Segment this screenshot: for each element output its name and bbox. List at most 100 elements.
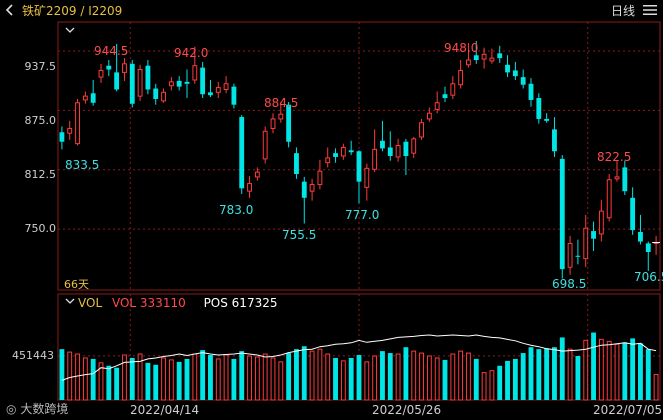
volume-bar <box>598 338 604 401</box>
price-tick-1: 937.5 <box>24 60 57 73</box>
candle-body <box>153 88 159 99</box>
period-selector[interactable]: 日线 <box>610 4 635 18</box>
candle-body <box>247 183 252 192</box>
candle-body <box>348 150 354 153</box>
candle-body <box>630 197 636 231</box>
volume-bar <box>411 350 417 401</box>
candle-body <box>528 83 534 100</box>
candle-body <box>645 243 651 252</box>
candle-body <box>598 210 604 235</box>
contract-title: 铁矿2209 / I2209 <box>22 4 123 18</box>
candle-body <box>583 227 589 260</box>
watermark: ◎ 大数跨境 <box>6 400 68 417</box>
volume-bar <box>567 348 573 401</box>
volume-bar <box>497 365 503 400</box>
candle-body <box>184 81 190 84</box>
volume-bar <box>262 353 268 401</box>
hamburger-menu-icon[interactable] <box>643 4 657 16</box>
candle-body <box>145 65 151 90</box>
volume-bar <box>622 342 628 400</box>
top-bar: 铁矿2209 / I2209 日线 <box>0 0 663 20</box>
volume-bar <box>552 347 557 400</box>
candle-body <box>223 83 229 90</box>
volume-bar <box>231 358 237 400</box>
date-label: 2022/07/05 <box>593 403 663 417</box>
volume-bar <box>583 339 589 401</box>
candle-body <box>591 231 596 239</box>
candle-body <box>231 86 237 105</box>
volume-bar <box>325 353 331 401</box>
candle-body <box>270 118 276 129</box>
volume-bar <box>395 353 401 401</box>
volume-bar <box>176 361 182 400</box>
volume-bar <box>606 340 612 401</box>
volume-bar <box>638 343 643 400</box>
candle-body <box>192 65 198 81</box>
candle-body <box>364 167 370 188</box>
volume-bar <box>301 346 307 400</box>
candle-body <box>59 132 65 142</box>
candle-body <box>215 87 221 93</box>
volume-bar <box>184 358 190 400</box>
candle-body <box>75 102 80 145</box>
candle-body <box>325 157 331 164</box>
candle-body <box>614 176 620 180</box>
volume-bar <box>278 361 284 401</box>
volume-bar <box>75 353 80 401</box>
volume-bar <box>645 349 651 400</box>
candle-body <box>411 138 417 154</box>
volume-bar <box>458 350 464 401</box>
vol-label: VOL <box>78 296 103 310</box>
high-label: 942.0 <box>174 46 209 60</box>
high-label: 884.5 <box>264 96 299 110</box>
volume-bar <box>442 359 448 400</box>
volume-bar <box>317 348 323 401</box>
high-label: 822.5 <box>597 150 632 164</box>
candle-body <box>442 94 448 99</box>
candle-body <box>129 63 135 104</box>
volume-bar <box>481 372 487 401</box>
volume-bar <box>387 353 393 400</box>
candle-body <box>450 83 456 96</box>
volume-bar <box>98 362 104 401</box>
volume-bar <box>114 367 120 400</box>
volume-bar <box>614 343 620 401</box>
low-label: 777.0 <box>345 208 380 222</box>
low-label: 783.0 <box>219 203 254 217</box>
volume-tick: 451443 <box>12 349 54 362</box>
candle-body <box>544 118 550 121</box>
high-label: 944.5 <box>94 44 129 58</box>
candle-body <box>473 55 479 61</box>
volume-bar <box>247 355 252 401</box>
volume-bar <box>137 353 143 401</box>
pos-value: POS 617325 <box>203 296 278 310</box>
date-label: 2022/04/14 <box>130 403 200 417</box>
chevron-left-icon[interactable] <box>4 3 20 17</box>
candle-body <box>122 63 127 73</box>
volume-bar <box>145 362 151 400</box>
candle-body <box>82 95 88 101</box>
candle-body <box>317 170 323 186</box>
low-label: 706.5 <box>634 270 663 284</box>
candle-body <box>340 146 346 157</box>
candle-body <box>481 53 487 60</box>
candle-body <box>90 93 96 103</box>
volume-bar <box>200 350 206 400</box>
candle-body <box>512 70 518 77</box>
candle-body <box>278 113 284 120</box>
candle-body <box>200 67 206 95</box>
logo-icon: ◎ <box>6 402 17 416</box>
volume-bar <box>333 357 338 400</box>
low-label: 698.5 <box>552 277 587 291</box>
volume-bar <box>559 337 565 400</box>
volume-legend: VOL VOL 333110 POS 617325 <box>64 296 277 310</box>
volume-bar <box>309 350 315 401</box>
volume-bar <box>426 355 432 401</box>
volume-bar <box>67 351 73 401</box>
candle-body <box>161 91 166 102</box>
position-line <box>61 334 657 381</box>
candle-body <box>403 141 409 156</box>
candle-body <box>458 69 464 86</box>
volume-bar <box>380 351 385 400</box>
